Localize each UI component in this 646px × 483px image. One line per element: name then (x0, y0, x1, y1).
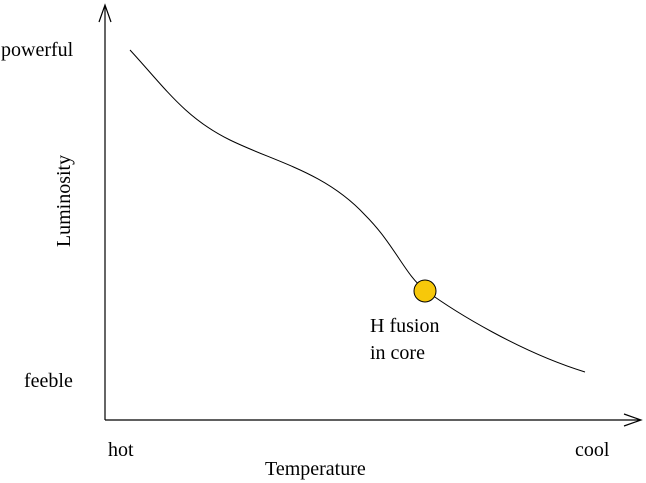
x-right-label: cool (575, 439, 610, 461)
marker-label-line1: H fusion (370, 315, 439, 337)
y-axis-arrowhead (98, 3, 112, 23)
x-left-label: hot (108, 439, 134, 461)
h-fusion-marker (413, 279, 437, 303)
y-bottom-label: feeble (24, 370, 73, 392)
y-axis-title: Luminosity (53, 155, 75, 247)
evolution-track-curve (129, 49, 586, 373)
x-axis-arrowhead (623, 413, 643, 427)
marker-label-line2: in core (370, 342, 425, 364)
x-axis-title: Temperature (265, 458, 366, 480)
y-top-label: powerful (1, 39, 74, 61)
